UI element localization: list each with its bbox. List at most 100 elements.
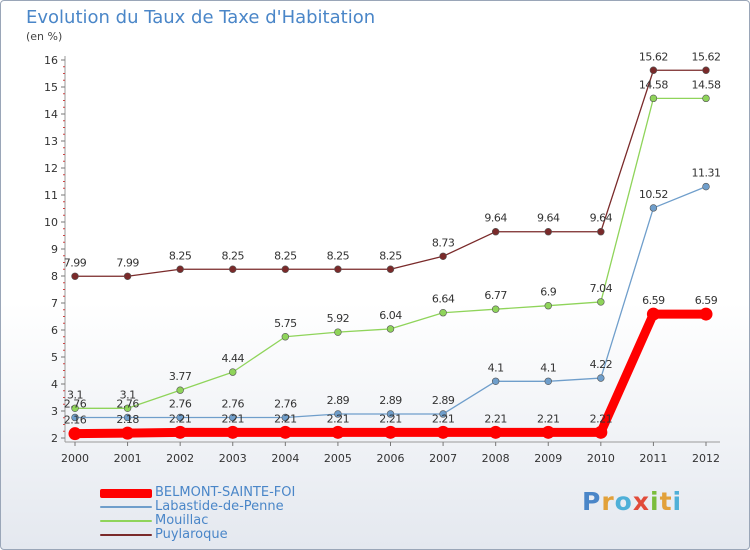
data-label-3: 6.64: [432, 293, 455, 306]
legend-item: Puylaroque: [100, 528, 295, 542]
data-label-3: 14.58: [639, 78, 668, 91]
data-label-2: 2.76: [169, 397, 192, 410]
series-point-2: [281, 413, 290, 422]
series-point-3: [176, 386, 184, 394]
series-line-4: [74, 69, 707, 277]
x-tick-label: 2011: [639, 452, 667, 465]
data-label-1: 6.59: [642, 294, 665, 307]
series-point-1: [646, 307, 660, 321]
data-label-4: 7.99: [116, 256, 139, 269]
legend-swatch: [100, 520, 152, 522]
data-label-3: 6.9: [540, 286, 556, 299]
series-point-2: [597, 374, 605, 382]
y-tick-label: 4: [51, 378, 58, 391]
data-label-3: 3.1: [120, 388, 136, 401]
logo-letter: t: [659, 487, 673, 516]
data-label-4: 8.73: [432, 236, 455, 249]
y-tick-label: 13: [44, 135, 58, 148]
data-label-2: 11.31: [692, 167, 721, 180]
series-point-1: [594, 425, 608, 439]
y-tick-label: 15: [44, 81, 58, 94]
data-label-2: 4.22: [590, 358, 613, 371]
x-tick-label: 2006: [377, 452, 405, 465]
series-point-1: [436, 425, 450, 439]
y-tick-label: 12: [44, 162, 58, 175]
data-label-4: 8.25: [274, 249, 297, 262]
data-label-2: 2.76: [116, 397, 139, 410]
series-point-4: [386, 265, 395, 273]
data-label-2: 2.76: [64, 397, 87, 410]
data-label-4: 7.99: [64, 256, 87, 269]
data-label-1: 2.21: [590, 412, 613, 425]
series-point-4: [176, 265, 184, 273]
x-tick-label: 2004: [271, 452, 299, 465]
logo-letter: o: [614, 487, 633, 516]
logo-letter: x: [632, 487, 650, 516]
series-point-2: [334, 410, 342, 418]
data-label-4: 9.64: [537, 212, 560, 225]
data-label-3: 6.04: [379, 309, 402, 322]
x-tick-label: 2000: [61, 452, 89, 465]
y-tick-label: 7: [51, 297, 58, 310]
data-label-1: 2.21: [379, 412, 402, 425]
series-point-3: [649, 94, 658, 103]
series-point-2: [439, 410, 447, 418]
series-point-4: [544, 228, 552, 236]
y-tick-label: 16: [44, 54, 58, 67]
series-point-2: [386, 410, 395, 418]
series-point-3: [281, 333, 290, 341]
series-point-2: [71, 413, 79, 422]
y-tick-label: 2: [51, 432, 58, 445]
series-point-3: [229, 368, 237, 376]
series-point-1: [278, 425, 292, 439]
data-label-1: 2.21: [222, 412, 245, 425]
series-point-4: [334, 265, 342, 273]
data-label-1: 2.18: [116, 413, 139, 426]
data-label-1: 2.21: [432, 412, 455, 425]
series-point-3: [702, 94, 710, 103]
legend-swatch: [100, 506, 152, 508]
data-label-3: 5.75: [274, 317, 297, 330]
data-label-3: 14.58: [692, 78, 721, 91]
series-point-4: [597, 228, 605, 236]
data-label-1: 2.16: [64, 414, 87, 427]
data-label-2: 2.76: [222, 397, 245, 410]
series-point-2: [491, 377, 500, 385]
data-label-3: 4.44: [222, 352, 245, 365]
legend-item: Labastide-de-Penne: [100, 500, 295, 514]
series-point-3: [123, 404, 132, 412]
x-tick-label: 2002: [166, 452, 194, 465]
legend-swatch: [100, 488, 152, 498]
series-point-4: [491, 228, 500, 236]
series-point-1: [541, 425, 555, 439]
data-label-2: 4.1: [540, 361, 556, 374]
data-label-1: 2.21: [537, 412, 560, 425]
data-label-1: 6.59: [695, 294, 718, 307]
data-label-1: 2.21: [484, 412, 507, 425]
chart-legend: BELMONT-SAINTE-FOI Labastide-de-Penne Moui…: [100, 486, 295, 542]
data-label-4: 8.25: [169, 249, 192, 262]
x-tick-label: 2008: [482, 452, 510, 465]
legend-swatch: [100, 534, 152, 536]
series-point-4: [71, 272, 79, 280]
logo-letter: i: [672, 487, 683, 516]
legend-label: Puylaroque: [155, 527, 228, 542]
y-tick-label: 5: [51, 351, 58, 364]
y-tick-label: 10: [44, 216, 58, 229]
x-tick-label: 2007: [429, 452, 457, 465]
data-label-3: 7.04: [590, 282, 613, 295]
series-point-1: [68, 427, 82, 441]
series-point-1: [121, 426, 135, 440]
series-point-3: [386, 325, 395, 333]
data-label-3: 6.77: [484, 289, 507, 302]
data-label-2: 2.76: [274, 397, 297, 410]
data-label-2: 2.89: [327, 394, 350, 407]
logo-letter: r: [601, 487, 615, 516]
data-label-3: 5.92: [327, 312, 350, 325]
x-tick-label: 2005: [324, 452, 352, 465]
data-label-4: 9.64: [590, 212, 613, 225]
series-point-1: [173, 425, 187, 439]
data-label-1: 2.21: [274, 412, 297, 425]
y-tick-label: 6: [51, 324, 58, 337]
y-tick-label: 8: [51, 270, 58, 283]
